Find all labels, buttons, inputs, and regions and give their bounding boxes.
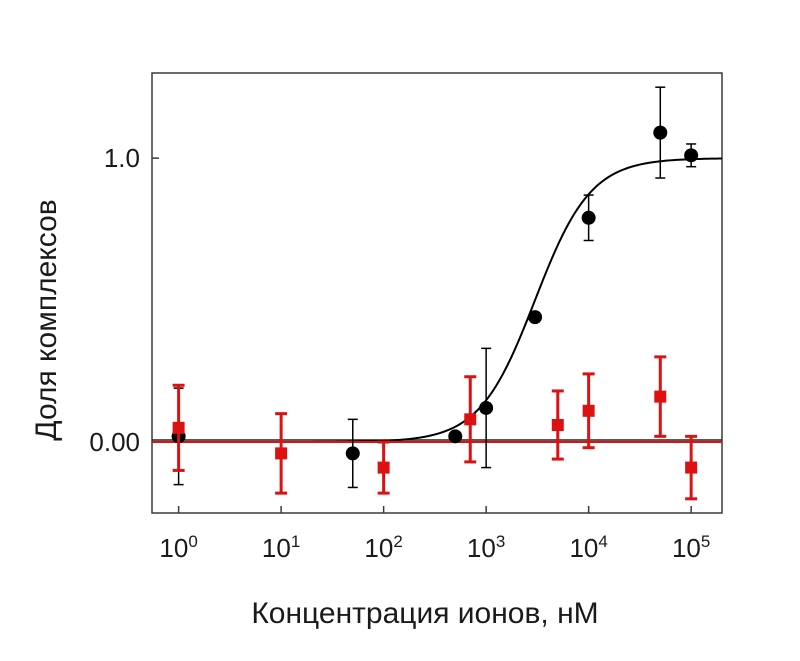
x-tick-exponent: 0 xyxy=(188,532,197,551)
data-point-circle xyxy=(684,148,699,163)
data-point-square xyxy=(464,413,477,426)
fit-curves xyxy=(152,157,723,444)
data-point-circle xyxy=(581,210,596,225)
x-tick-base: 10 xyxy=(672,533,701,563)
x-tick-label: 101 xyxy=(262,532,300,563)
data-point-square xyxy=(377,461,390,474)
x-tick-label: 105 xyxy=(672,532,710,563)
plot-frame xyxy=(151,72,723,514)
data-point-square xyxy=(685,461,698,474)
x-tick-label: 100 xyxy=(159,532,197,563)
x-tick-exponent: 1 xyxy=(291,532,300,551)
x-tick-exponent: 5 xyxy=(701,532,710,551)
data-point-circle xyxy=(653,125,668,140)
data-point-square xyxy=(551,419,564,431)
x-tick-label: 103 xyxy=(467,532,505,563)
axis-ticks xyxy=(152,157,692,513)
data-point-circle xyxy=(528,310,543,325)
x-tick-label: 102 xyxy=(364,532,402,563)
fit-curve-1 xyxy=(152,157,723,444)
x-tick-exponent: 2 xyxy=(393,532,402,551)
x-axis-title: Концентрация ионов, нМ xyxy=(251,597,598,630)
data-point-circle xyxy=(448,429,463,444)
data-point-square xyxy=(654,390,667,403)
x-tick-exponent: 3 xyxy=(496,532,505,551)
x-tick-base: 10 xyxy=(262,533,291,563)
data-point-square xyxy=(172,421,185,434)
x-tick-exponent: 4 xyxy=(598,532,607,551)
y-axis-title: Доля комплексов xyxy=(30,199,63,440)
data-point-square xyxy=(275,447,288,460)
x-tick-base: 10 xyxy=(364,533,393,563)
x-tick-base: 10 xyxy=(467,533,496,563)
y-tick-label: 1.0 xyxy=(104,143,140,173)
y-tick-label: 0.00 xyxy=(89,427,140,457)
x-tick-label: 104 xyxy=(569,532,607,563)
data-point-circle xyxy=(479,400,494,415)
data-point-circle xyxy=(345,446,360,461)
data-point-square xyxy=(582,404,595,417)
data-marks xyxy=(171,86,699,501)
x-tick-base: 10 xyxy=(159,533,188,563)
x-tick-base: 10 xyxy=(569,533,598,563)
